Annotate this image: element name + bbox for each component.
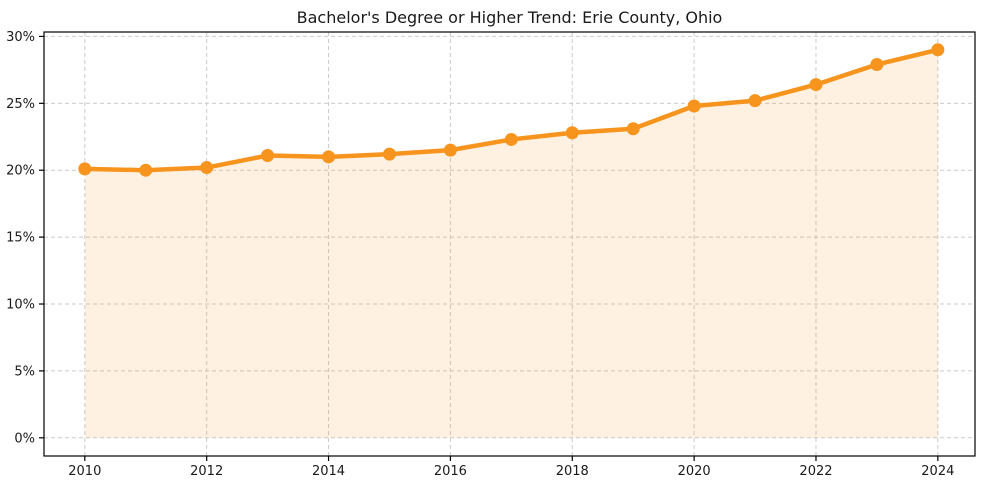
y-tick-label: 30% [6,30,35,45]
plot-border [43,31,976,457]
data-point-marker [687,99,701,113]
x-tick-label: 2022 [799,464,832,479]
x-tick-label: 2020 [678,464,711,479]
data-point-marker [382,147,396,161]
x-tick-label: 2024 [921,464,954,479]
data-point-marker [809,78,823,92]
x-tick-label: 2014 [312,464,345,479]
data-point-marker [748,94,762,108]
data-point-marker [626,122,640,136]
x-tick-label: 2018 [556,464,589,479]
data-point-marker [322,150,336,164]
data-point-marker [139,163,153,177]
y-tick-label: 10% [6,298,35,313]
data-point-marker [261,148,275,162]
y-tick-label: 5% [14,364,35,379]
data-point-marker [870,58,884,72]
data-point-marker [565,126,579,140]
area-fill [84,49,938,438]
data-point-marker [78,162,92,176]
y-tick-label: 15% [6,231,35,246]
data-point-marker [443,143,457,157]
data-point-marker [931,43,945,57]
y-tick-label: 0% [14,431,35,446]
x-tick-label: 2012 [190,464,223,479]
data-point-marker [200,161,214,175]
y-tick-label: 20% [6,164,35,179]
x-tick-label: 2010 [68,464,101,479]
y-tick-label: 25% [6,97,35,112]
chart-title: Bachelor's Degree or Higher Trend: Erie … [296,8,723,27]
x-tick-label: 2016 [434,464,467,479]
data-point-marker [504,132,518,146]
